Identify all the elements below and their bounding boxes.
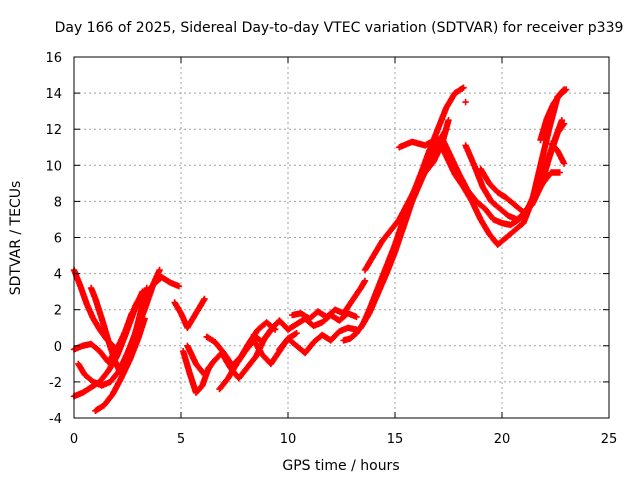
axis-ticks xyxy=(73,56,610,419)
y-tick-label: 4 xyxy=(54,268,62,283)
series-trace-24 xyxy=(548,140,568,167)
gridlines xyxy=(74,57,609,418)
y-tick-label: 10 xyxy=(45,159,62,174)
data-point-marks xyxy=(537,86,570,144)
data-point-marks xyxy=(289,277,369,322)
data-points xyxy=(70,84,570,414)
x-axis-title: GPS time / hours xyxy=(282,458,399,474)
series-trace-6 xyxy=(92,315,148,414)
data-point-marks xyxy=(477,120,568,216)
y-axis-title: SDTVAR / TECUs xyxy=(8,181,24,296)
series-trace-25 xyxy=(462,98,469,106)
y-tick-label: 12 xyxy=(45,123,62,138)
x-tick-label: 5 xyxy=(177,432,185,447)
y-tick-label: 16 xyxy=(45,51,62,66)
x-tick-label: 20 xyxy=(494,432,511,447)
y-tick-label: 14 xyxy=(45,87,62,102)
y-tick-label: -2 xyxy=(49,376,62,391)
y-tick-label: 8 xyxy=(54,195,62,210)
y-tick-label: -4 xyxy=(49,412,62,427)
x-tick-label: 10 xyxy=(280,432,297,447)
y-tick-label: 6 xyxy=(54,232,62,247)
data-point-marks xyxy=(462,98,469,106)
chart-title: Day 166 of 2025, Sidereal Day-to-day VTE… xyxy=(55,20,624,36)
data-point-marks xyxy=(548,140,568,167)
tick-labels: 0 5 10 15 20 25 -4 -2 0 2 4 6 8 10 12 14 16 xyxy=(45,51,617,447)
data-point-marks xyxy=(276,324,360,357)
y-tick-label: 0 xyxy=(54,340,62,355)
series-trace-7 xyxy=(120,274,183,340)
data-point-marks xyxy=(120,274,183,340)
x-tick-label: 0 xyxy=(70,432,78,447)
x-tick-label: 25 xyxy=(601,432,618,447)
series-trace-23 xyxy=(537,86,570,144)
x-tick-label: 15 xyxy=(387,432,404,447)
data-point-marks xyxy=(171,295,208,331)
series-trace-22 xyxy=(477,120,568,216)
y-tick-label: 2 xyxy=(54,304,62,319)
series-trace-15 xyxy=(289,277,369,322)
series-trace-8 xyxy=(171,295,208,331)
data-point-marks xyxy=(92,315,148,414)
series-trace-14 xyxy=(276,324,360,357)
